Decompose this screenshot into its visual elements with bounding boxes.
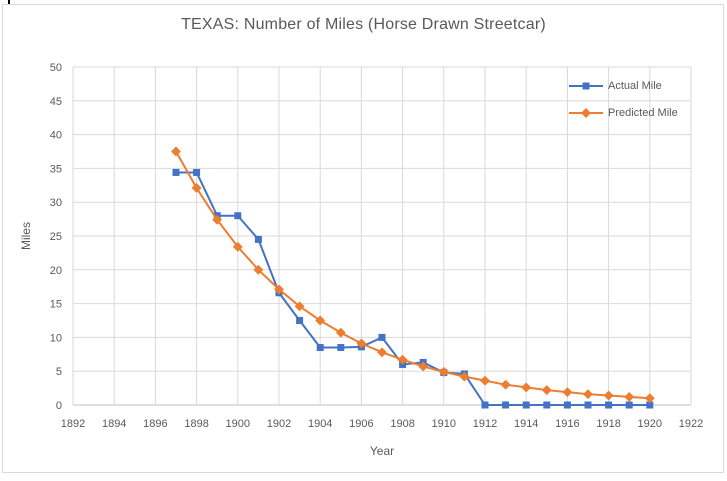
data-point-square — [316, 344, 324, 352]
data-point-diamond — [315, 315, 326, 326]
x-tick-label: 1892 — [61, 418, 85, 430]
y-tick-label: 15 — [50, 299, 62, 311]
x-tick-label: 1922 — [679, 418, 703, 430]
x-tick-label: 1898 — [184, 418, 208, 430]
data-point-diamond — [583, 389, 593, 400]
data-point-square — [296, 317, 304, 324]
data-point-square — [646, 401, 654, 409]
data-point-diamond — [397, 354, 408, 365]
x-tick-label: 1912 — [473, 418, 497, 430]
data-point-diamond — [541, 385, 552, 396]
data-point-diamond — [644, 393, 655, 404]
y-axis-title: Miles — [19, 222, 33, 250]
top-left-cursor-mark — [8, 0, 10, 6]
data-point-diamond — [294, 301, 305, 312]
y-tick-label: 35 — [50, 163, 62, 175]
x-tick-label: 1900 — [226, 418, 250, 430]
data-point-diamond — [603, 390, 614, 401]
legend-label-actual: Actual Mile — [608, 80, 662, 92]
y-tick-label: 50 — [50, 62, 62, 74]
x-axis-title: Year — [370, 444, 394, 458]
data-point-diamond — [335, 327, 346, 338]
y-tick-label: 45 — [50, 96, 62, 108]
legend-item-actual-mile: Actual Mile — [568, 79, 678, 93]
data-point-diamond — [521, 382, 532, 393]
data-point-diamond — [191, 183, 202, 193]
data-point-diamond — [171, 146, 181, 157]
data-point-square — [522, 401, 530, 409]
data-point-square — [502, 401, 510, 409]
legend-diamond-marker-icon — [581, 108, 591, 118]
data-point-diamond — [562, 387, 573, 398]
data-point-diamond — [624, 391, 635, 402]
data-point-square — [563, 401, 571, 409]
legend-item-predicted-mile: Predicted Mile — [568, 106, 678, 120]
data-point-square — [172, 168, 180, 176]
data-point-diamond — [274, 284, 284, 295]
data-point-diamond — [377, 347, 387, 358]
x-tick-label: 1904 — [308, 418, 332, 430]
data-point-diamond — [253, 264, 264, 275]
legend-label-predicted: Predicted Mile — [608, 107, 678, 119]
legend: Actual Mile Predicted Mile — [568, 79, 678, 120]
data-point-square — [625, 401, 633, 409]
x-tick-label: 1908 — [390, 418, 414, 430]
series-line-diamond — [175, 151, 650, 400]
data-point-square — [193, 168, 201, 176]
data-point-diamond — [212, 214, 223, 225]
data-point-square — [605, 401, 613, 409]
data-point-square — [481, 401, 489, 409]
x-tick-label: 1916 — [555, 418, 579, 430]
y-tick-label: 25 — [50, 231, 62, 243]
y-tick-label: 5 — [56, 366, 62, 378]
x-tick-label: 1894 — [102, 418, 126, 430]
data-point-square — [543, 401, 551, 409]
x-tick-label: 1918 — [596, 418, 620, 430]
legend-swatch-predicted — [569, 108, 603, 118]
legend-square-marker-icon — [582, 82, 590, 90]
x-tick-label: 1896 — [143, 418, 167, 430]
chart-title: TEXAS: Number of Miles (Horse Drawn Stre… — [181, 16, 546, 33]
data-point-square — [378, 333, 386, 341]
data-point-diamond — [459, 371, 470, 382]
data-point-diamond — [356, 338, 367, 349]
series-line-square — [176, 171, 650, 406]
y-tick-label: 20 — [50, 265, 62, 277]
y-tick-label: 10 — [50, 332, 62, 344]
y-tick-label: 0 — [56, 400, 62, 412]
data-point-square — [234, 212, 242, 220]
data-point-diamond — [232, 241, 243, 252]
x-tick-label: 1906 — [349, 418, 373, 430]
data-point-square — [584, 401, 592, 409]
x-tick-label: 1910 — [432, 418, 456, 430]
data-point-diamond — [418, 361, 429, 372]
data-point-square — [254, 235, 262, 243]
data-point-diamond — [500, 379, 511, 390]
x-tick-label: 1902 — [267, 418, 291, 430]
x-tick-label: 1914 — [514, 418, 538, 430]
y-tick-label: 40 — [50, 130, 62, 142]
data-point-diamond — [438, 366, 449, 377]
data-point-diamond — [480, 375, 490, 386]
data-point-square — [337, 344, 345, 352]
legend-swatch-actual — [569, 82, 603, 90]
y-tick-label: 30 — [50, 197, 62, 209]
x-tick-label: 1920 — [638, 418, 662, 430]
